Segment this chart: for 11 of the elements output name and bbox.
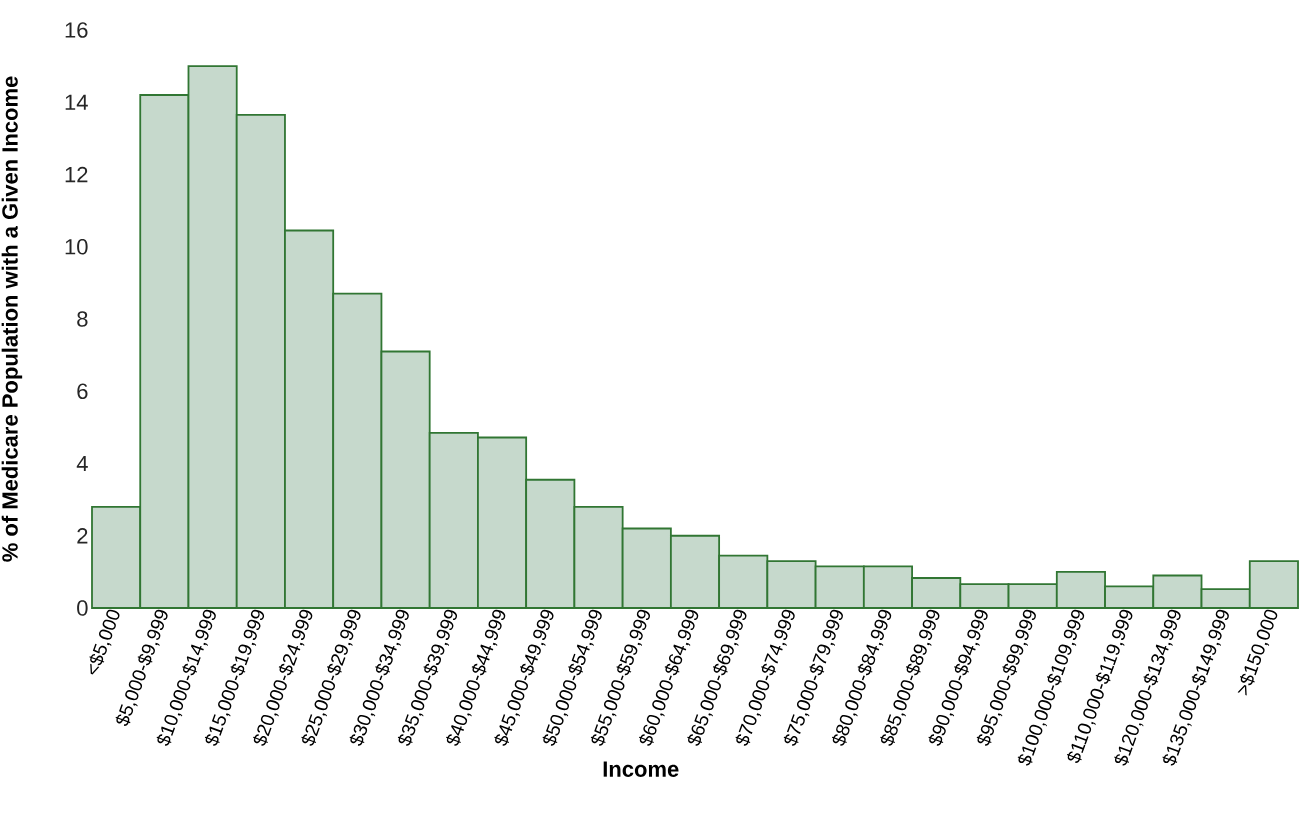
y-tick-label: 6 [77, 383, 88, 400]
y-tick-label: 8 [77, 311, 88, 327]
y-axis-title: % of Medicare Population with a Given Income [1, 76, 23, 562]
y-tick-label: 12 [65, 166, 88, 183]
y-tick-label: 0 [77, 600, 88, 616]
y-tick-label: 2 [77, 528, 88, 544]
y-tick-label: 10 [65, 238, 88, 255]
y-tick-label: 16 [65, 22, 88, 38]
y-tick-label: 4 [76, 455, 88, 472]
x-axis-title: Income [603, 761, 679, 777]
y-tick-label: 14 [65, 94, 88, 110]
